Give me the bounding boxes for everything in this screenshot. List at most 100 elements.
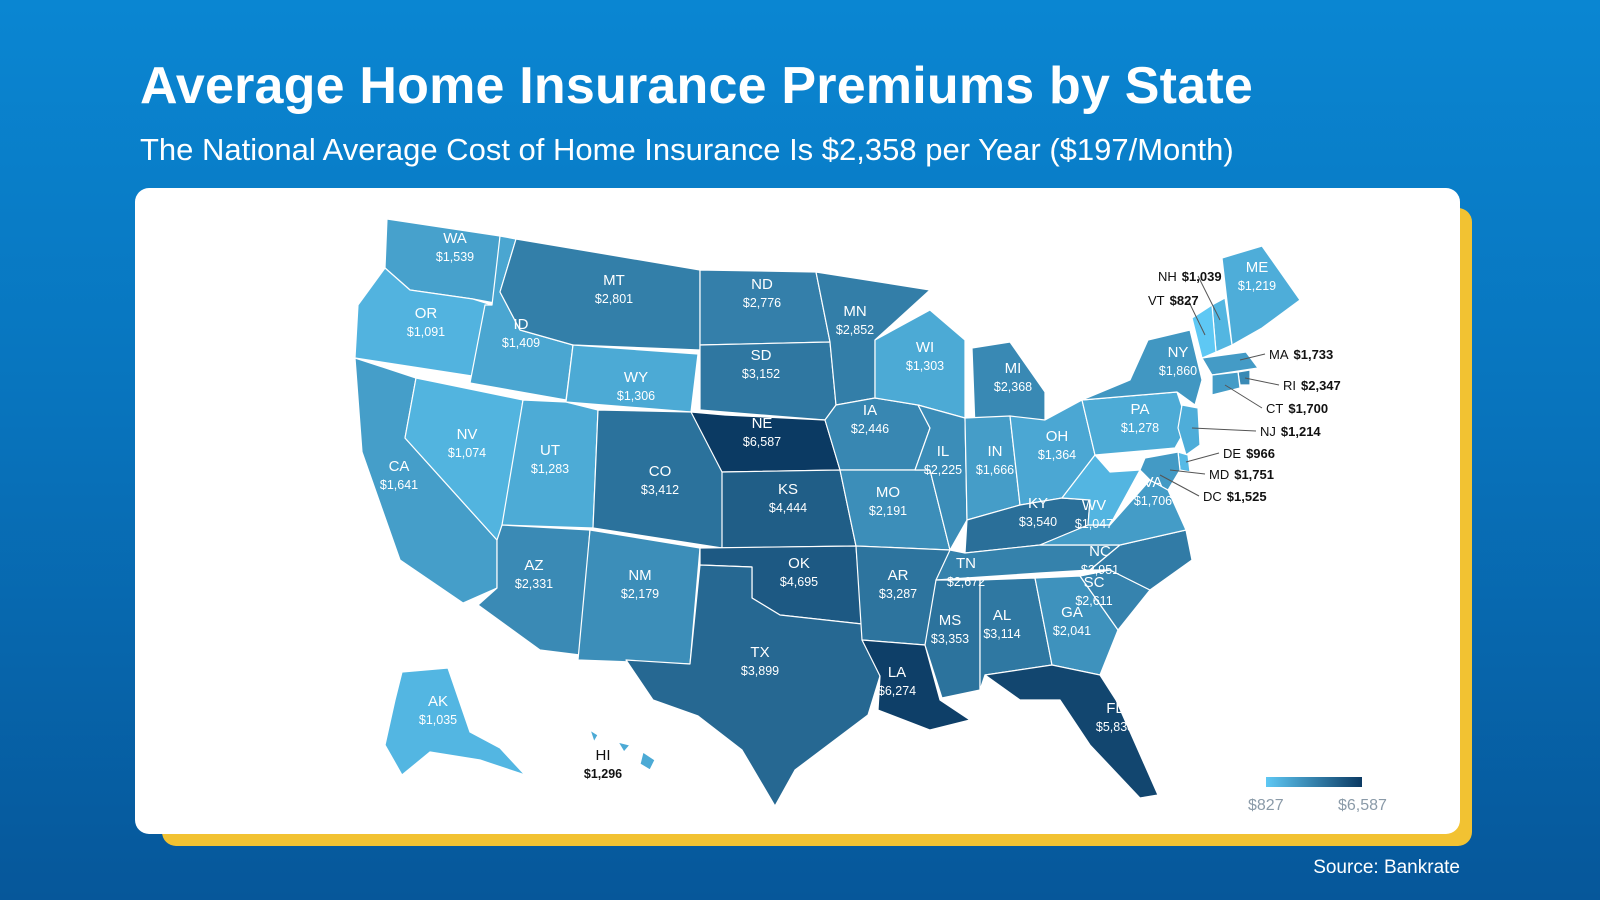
leader-line-ri bbox=[1244, 377, 1280, 386]
leader-line-vt bbox=[1187, 299, 1206, 336]
state-value-nv: $1,074 bbox=[448, 446, 486, 460]
state-value-vt: $827 bbox=[1170, 293, 1199, 308]
state-code-ut: UT bbox=[540, 442, 560, 459]
state-callout-vt: VT $827 bbox=[1148, 293, 1199, 308]
state-hi[interactable] bbox=[589, 729, 656, 771]
state-value-nh: $1,039 bbox=[1182, 269, 1222, 284]
state-code-nd: ND bbox=[751, 276, 773, 293]
state-value-ok: $4,695 bbox=[780, 575, 818, 589]
state-callout-nj: NJ $1,214 bbox=[1260, 424, 1321, 439]
state-value-tx: $3,899 bbox=[741, 664, 779, 678]
state-mi[interactable] bbox=[971, 341, 1046, 429]
state-value-nc: $2,951 bbox=[1081, 563, 1119, 577]
state-code-sc: SC bbox=[1084, 574, 1105, 591]
state-value-wi: $1,303 bbox=[906, 359, 944, 373]
state-value-in: $1,666 bbox=[976, 463, 1014, 477]
leader-line-ct bbox=[1224, 384, 1263, 409]
state-code-nj: NJ bbox=[1260, 424, 1276, 439]
legend-max-label: $6,587 bbox=[1338, 797, 1387, 814]
state-code-ak: AK bbox=[428, 693, 448, 710]
state-fl[interactable] bbox=[984, 664, 1159, 799]
state-code-il: IL bbox=[937, 443, 950, 460]
state-code-va: VA bbox=[1144, 474, 1163, 491]
state-value-fl: $5,838 bbox=[1096, 720, 1134, 734]
state-ak[interactable] bbox=[384, 667, 526, 776]
state-code-tn: TN bbox=[956, 555, 976, 572]
state-code-ar: AR bbox=[888, 567, 909, 584]
state-ms[interactable] bbox=[924, 579, 981, 699]
state-value-pa: $1,278 bbox=[1121, 421, 1159, 435]
state-code-pa: PA bbox=[1131, 401, 1150, 418]
state-code-id: ID bbox=[514, 316, 529, 333]
state-value-ia: $2,446 bbox=[851, 422, 889, 436]
state-value-ms: $3,353 bbox=[931, 632, 969, 646]
leader-line-dc bbox=[1159, 474, 1200, 497]
page-subtitle: The National Average Cost of Home Insura… bbox=[140, 132, 1234, 167]
state-ma[interactable] bbox=[1201, 351, 1259, 376]
state-value-nm: $2,179 bbox=[621, 587, 659, 601]
legend-gradient-bar bbox=[1266, 777, 1362, 787]
leader-line-nj bbox=[1191, 427, 1257, 432]
state-code-ma: MA bbox=[1269, 347, 1289, 362]
state-value-wa: $1,539 bbox=[436, 250, 474, 264]
state-value-sc: $2,611 bbox=[1075, 594, 1112, 608]
state-code-wy: WY bbox=[624, 369, 648, 386]
state-code-wv: WV bbox=[1082, 497, 1106, 514]
state-code-nc: NC bbox=[1089, 543, 1111, 560]
state-value-wv: $1,047 bbox=[1075, 517, 1113, 531]
state-value-nj: $1,214 bbox=[1281, 424, 1322, 439]
state-ct[interactable] bbox=[1211, 371, 1241, 396]
state-value-il: $2,225 bbox=[924, 463, 962, 477]
state-value-sd: $3,152 bbox=[742, 367, 780, 381]
state-callout-ri: RI $2,347 bbox=[1283, 378, 1341, 393]
state-value-id: $1,409 bbox=[502, 336, 540, 350]
state-code-sd: SD bbox=[751, 347, 772, 364]
state-value-ga: $2,041 bbox=[1053, 624, 1091, 638]
state-code-ks: KS bbox=[778, 481, 798, 498]
state-value-va: $1,706 bbox=[1134, 494, 1172, 508]
state-callout-dc: DC $1,525 bbox=[1203, 489, 1267, 504]
state-code-tx: TX bbox=[750, 644, 769, 661]
state-value-az: $2,331 bbox=[515, 577, 553, 591]
state-code-fl: FL bbox=[1106, 700, 1124, 717]
state-value-ct: $1,700 bbox=[1288, 401, 1328, 416]
state-value-al: $3,114 bbox=[983, 627, 1020, 641]
state-callout-ct: CT $1,700 bbox=[1266, 401, 1328, 416]
state-code-oh: OH bbox=[1046, 428, 1069, 445]
state-value-or: $1,091 bbox=[407, 325, 445, 339]
state-code-mo: MO bbox=[876, 484, 900, 501]
legend-min-label: $827 bbox=[1248, 797, 1284, 814]
state-code-az: AZ bbox=[524, 557, 543, 574]
state-tx[interactable] bbox=[625, 564, 881, 807]
state-code-in: IN bbox=[988, 443, 1003, 460]
state-value-oh: $1,364 bbox=[1038, 448, 1076, 462]
state-value-dc: $1,525 bbox=[1227, 489, 1267, 504]
state-value-ca: $1,641 bbox=[380, 478, 418, 492]
state-code-ia: IA bbox=[863, 402, 877, 419]
state-value-ks: $4,444 bbox=[769, 501, 807, 515]
state-ny[interactable] bbox=[1081, 329, 1203, 406]
state-code-ms: MS bbox=[939, 612, 962, 629]
state-nj[interactable] bbox=[1177, 404, 1201, 456]
state-code-vt: VT bbox=[1148, 293, 1165, 308]
state-va[interactable] bbox=[1039, 479, 1187, 546]
state-callout-md: MD $1,751 bbox=[1209, 467, 1274, 482]
leader-line-de bbox=[1185, 452, 1220, 463]
state-code-ny: NY bbox=[1168, 344, 1189, 361]
state-wv[interactable] bbox=[1061, 454, 1141, 526]
state-code-de: DE bbox=[1223, 446, 1241, 461]
state-value-ne: $6,587 bbox=[743, 435, 781, 449]
state-value-co: $3,412 bbox=[641, 483, 679, 497]
state-code-ri: RI bbox=[1283, 378, 1296, 393]
state-code-ne: NE bbox=[752, 415, 773, 432]
state-value-la: $6,274 bbox=[878, 684, 916, 698]
state-value-mo: $2,191 bbox=[869, 504, 907, 518]
source-credit: Source: Bankrate bbox=[1313, 857, 1460, 878]
leader-line-ma bbox=[1239, 353, 1266, 361]
state-code-ok: OK bbox=[788, 555, 810, 572]
state-code-mn: MN bbox=[843, 303, 866, 320]
state-code-nv: NV bbox=[457, 426, 478, 443]
state-code-ct: CT bbox=[1266, 401, 1283, 416]
state-vt[interactable] bbox=[1191, 304, 1217, 359]
